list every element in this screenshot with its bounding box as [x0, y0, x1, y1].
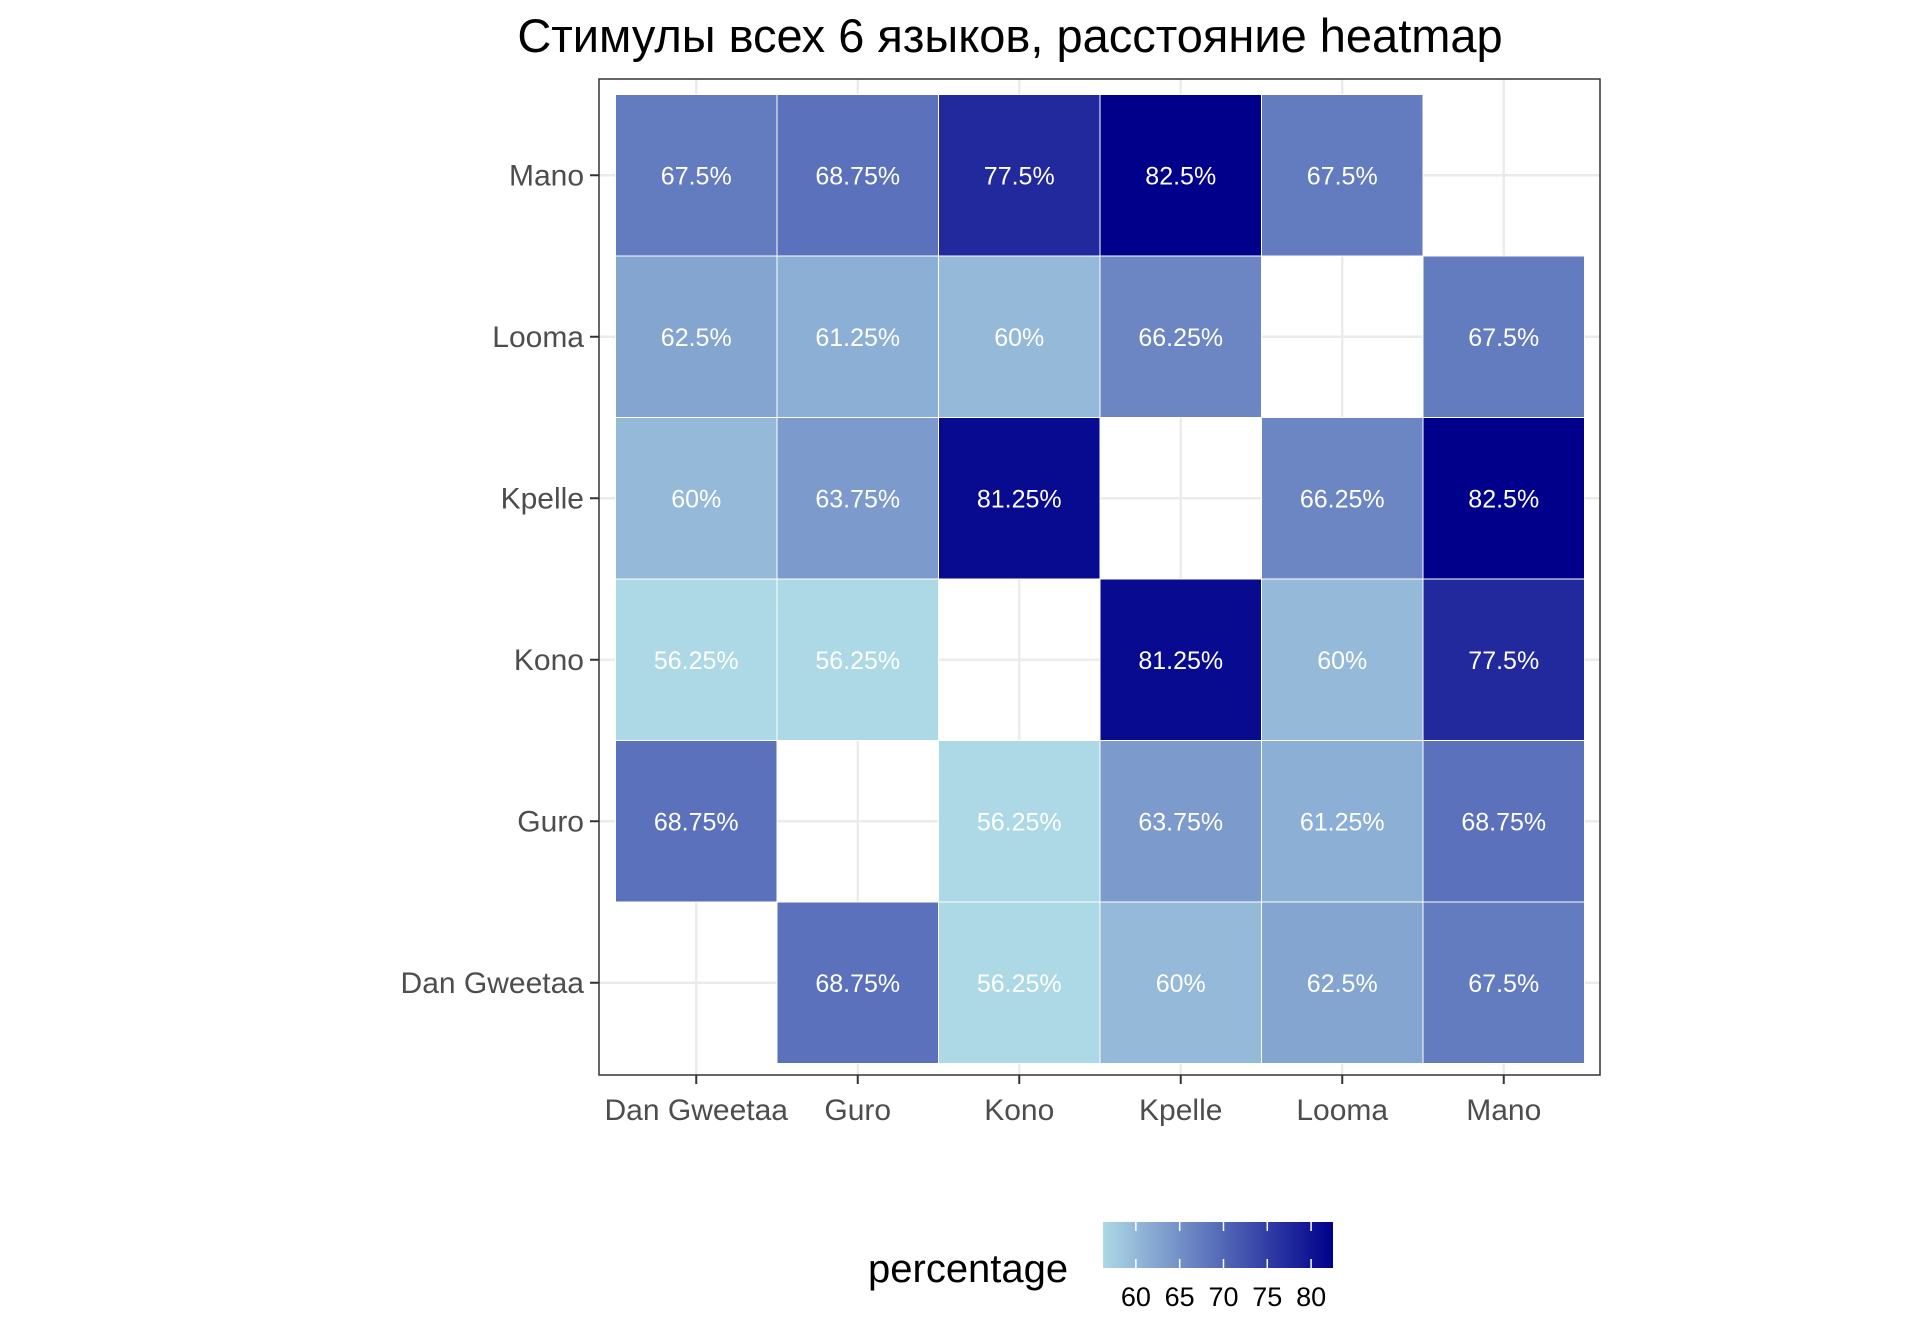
cell-value-label: 56.25%: [977, 970, 1062, 998]
cell-value-label: 56.25%: [815, 647, 900, 675]
legend-tick-label: 75: [1252, 1282, 1282, 1312]
heatmap-cell: [1099, 740, 1262, 903]
x-axis: Dan Gweetaa Guro Kono Kpelle Looma Mano: [605, 1075, 1541, 1127]
heatmap-cell: [1422, 901, 1585, 1064]
cell-value-label: 82.5%: [1468, 485, 1539, 513]
legend-tick-label: 80: [1296, 1282, 1326, 1312]
cell-value-label: 67.5%: [1468, 324, 1539, 352]
legend-tick-label: 60: [1121, 1282, 1151, 1312]
cell-value-label: 63.75%: [815, 485, 900, 513]
legend-title: percentage: [868, 1247, 1068, 1291]
cell-value-label: 60%: [671, 485, 721, 513]
heatmap-cell: [1422, 740, 1585, 903]
heatmap-cell: [1261, 901, 1424, 1064]
heatmap-cell: [615, 740, 778, 903]
heatmap-cell: [1422, 578, 1585, 741]
heatmap-cell: [1261, 578, 1424, 741]
cell-value-label: 61.25%: [815, 324, 900, 352]
cell-value-label: 68.75%: [654, 808, 739, 836]
x-tick-label: Kono: [984, 1094, 1054, 1127]
cell-value-label: 67.5%: [1468, 970, 1539, 998]
heatmap-cell: [776, 417, 939, 580]
y-tick-label: Kpelle: [501, 482, 584, 515]
x-tick-label: Guro: [824, 1094, 891, 1127]
heatmap-cell: [776, 255, 939, 418]
heatmap-cell: [1261, 417, 1424, 580]
cell-value-label: 62.5%: [1307, 970, 1378, 998]
cell-value-label: 60%: [1156, 970, 1206, 998]
cell-value-label: 77.5%: [1468, 647, 1539, 675]
cell-value-label: 67.5%: [661, 162, 732, 190]
heatmap-cell: [776, 578, 939, 741]
heatmap-cell: [615, 94, 778, 257]
legend-colorbar: [1103, 1222, 1333, 1268]
y-tick-label: Mano: [509, 159, 584, 192]
heatmap-cell: [938, 255, 1101, 418]
cell-value-label: 68.75%: [815, 970, 900, 998]
cell-value-label: 66.25%: [1138, 324, 1223, 352]
y-tick-label: Looma: [492, 321, 584, 354]
chart-title: Стимулы всех 6 языков, расстояние heatma…: [517, 9, 1502, 62]
plot-panel: 68.75% 56.25% 60% 62.5% 67.5% 68.75% 56.25% 63.…: [598, 78, 1601, 1076]
cell-value-label: 61.25%: [1300, 808, 1385, 836]
x-tick-label: Kpelle: [1139, 1094, 1222, 1127]
cell-value-label: 81.25%: [977, 485, 1062, 513]
heatmap-cell: [1261, 740, 1424, 903]
cell-value-label: 56.25%: [654, 647, 739, 675]
cell-value-label: 60%: [994, 324, 1044, 352]
cell-value-label: 68.75%: [815, 162, 900, 190]
heatmap-cell: [1099, 255, 1262, 418]
heatmap-cell: [938, 417, 1101, 580]
y-axis: Dan Gweetaa Guro Kono Kpelle Looma Mano: [401, 159, 599, 1000]
heatmap-cell: [1099, 94, 1262, 257]
cell-value-label: 63.75%: [1138, 808, 1223, 836]
heatmap-cell: [1422, 255, 1585, 418]
x-tick-label: Dan Gweetaa: [605, 1094, 789, 1127]
heatmap-cell: [938, 94, 1101, 257]
heatmap-cell: [938, 740, 1101, 903]
x-tick-label: Looma: [1296, 1094, 1388, 1127]
y-tick-label: Dan Gweetaa: [401, 967, 585, 1000]
cell-value-label: 82.5%: [1145, 162, 1216, 190]
cell-value-label: 68.75%: [1461, 808, 1546, 836]
heatmap-cell: [615, 578, 778, 741]
cell-value-label: 56.25%: [977, 808, 1062, 836]
cell-value-label: 77.5%: [984, 162, 1055, 190]
heatmap-cell: [1099, 901, 1262, 1064]
x-tick-label: Mano: [1466, 1094, 1541, 1127]
y-tick-label: Guro: [517, 805, 584, 838]
color-legend: percentage 60 65 70 75 80: [868, 1222, 1333, 1312]
cell-value-label: 66.25%: [1300, 485, 1385, 513]
heatmap-cell: [1422, 417, 1585, 580]
heatmap-cell: [776, 94, 939, 257]
heatmap-cell: [776, 901, 939, 1064]
legend-tick-label: 65: [1165, 1282, 1195, 1312]
heatmap-cell: [1261, 94, 1424, 257]
cell-value-label: 62.5%: [661, 324, 732, 352]
panel-border: [598, 78, 1601, 1076]
legend-tick-label: 70: [1208, 1282, 1238, 1312]
cell-value-label: 60%: [1317, 647, 1367, 675]
y-tick-label: Kono: [514, 644, 584, 677]
cell-value-label: 67.5%: [1307, 162, 1378, 190]
heatmap-cell: [615, 255, 778, 418]
cell-value-label: 81.25%: [1138, 647, 1223, 675]
heatmap-cell: [1099, 578, 1262, 741]
